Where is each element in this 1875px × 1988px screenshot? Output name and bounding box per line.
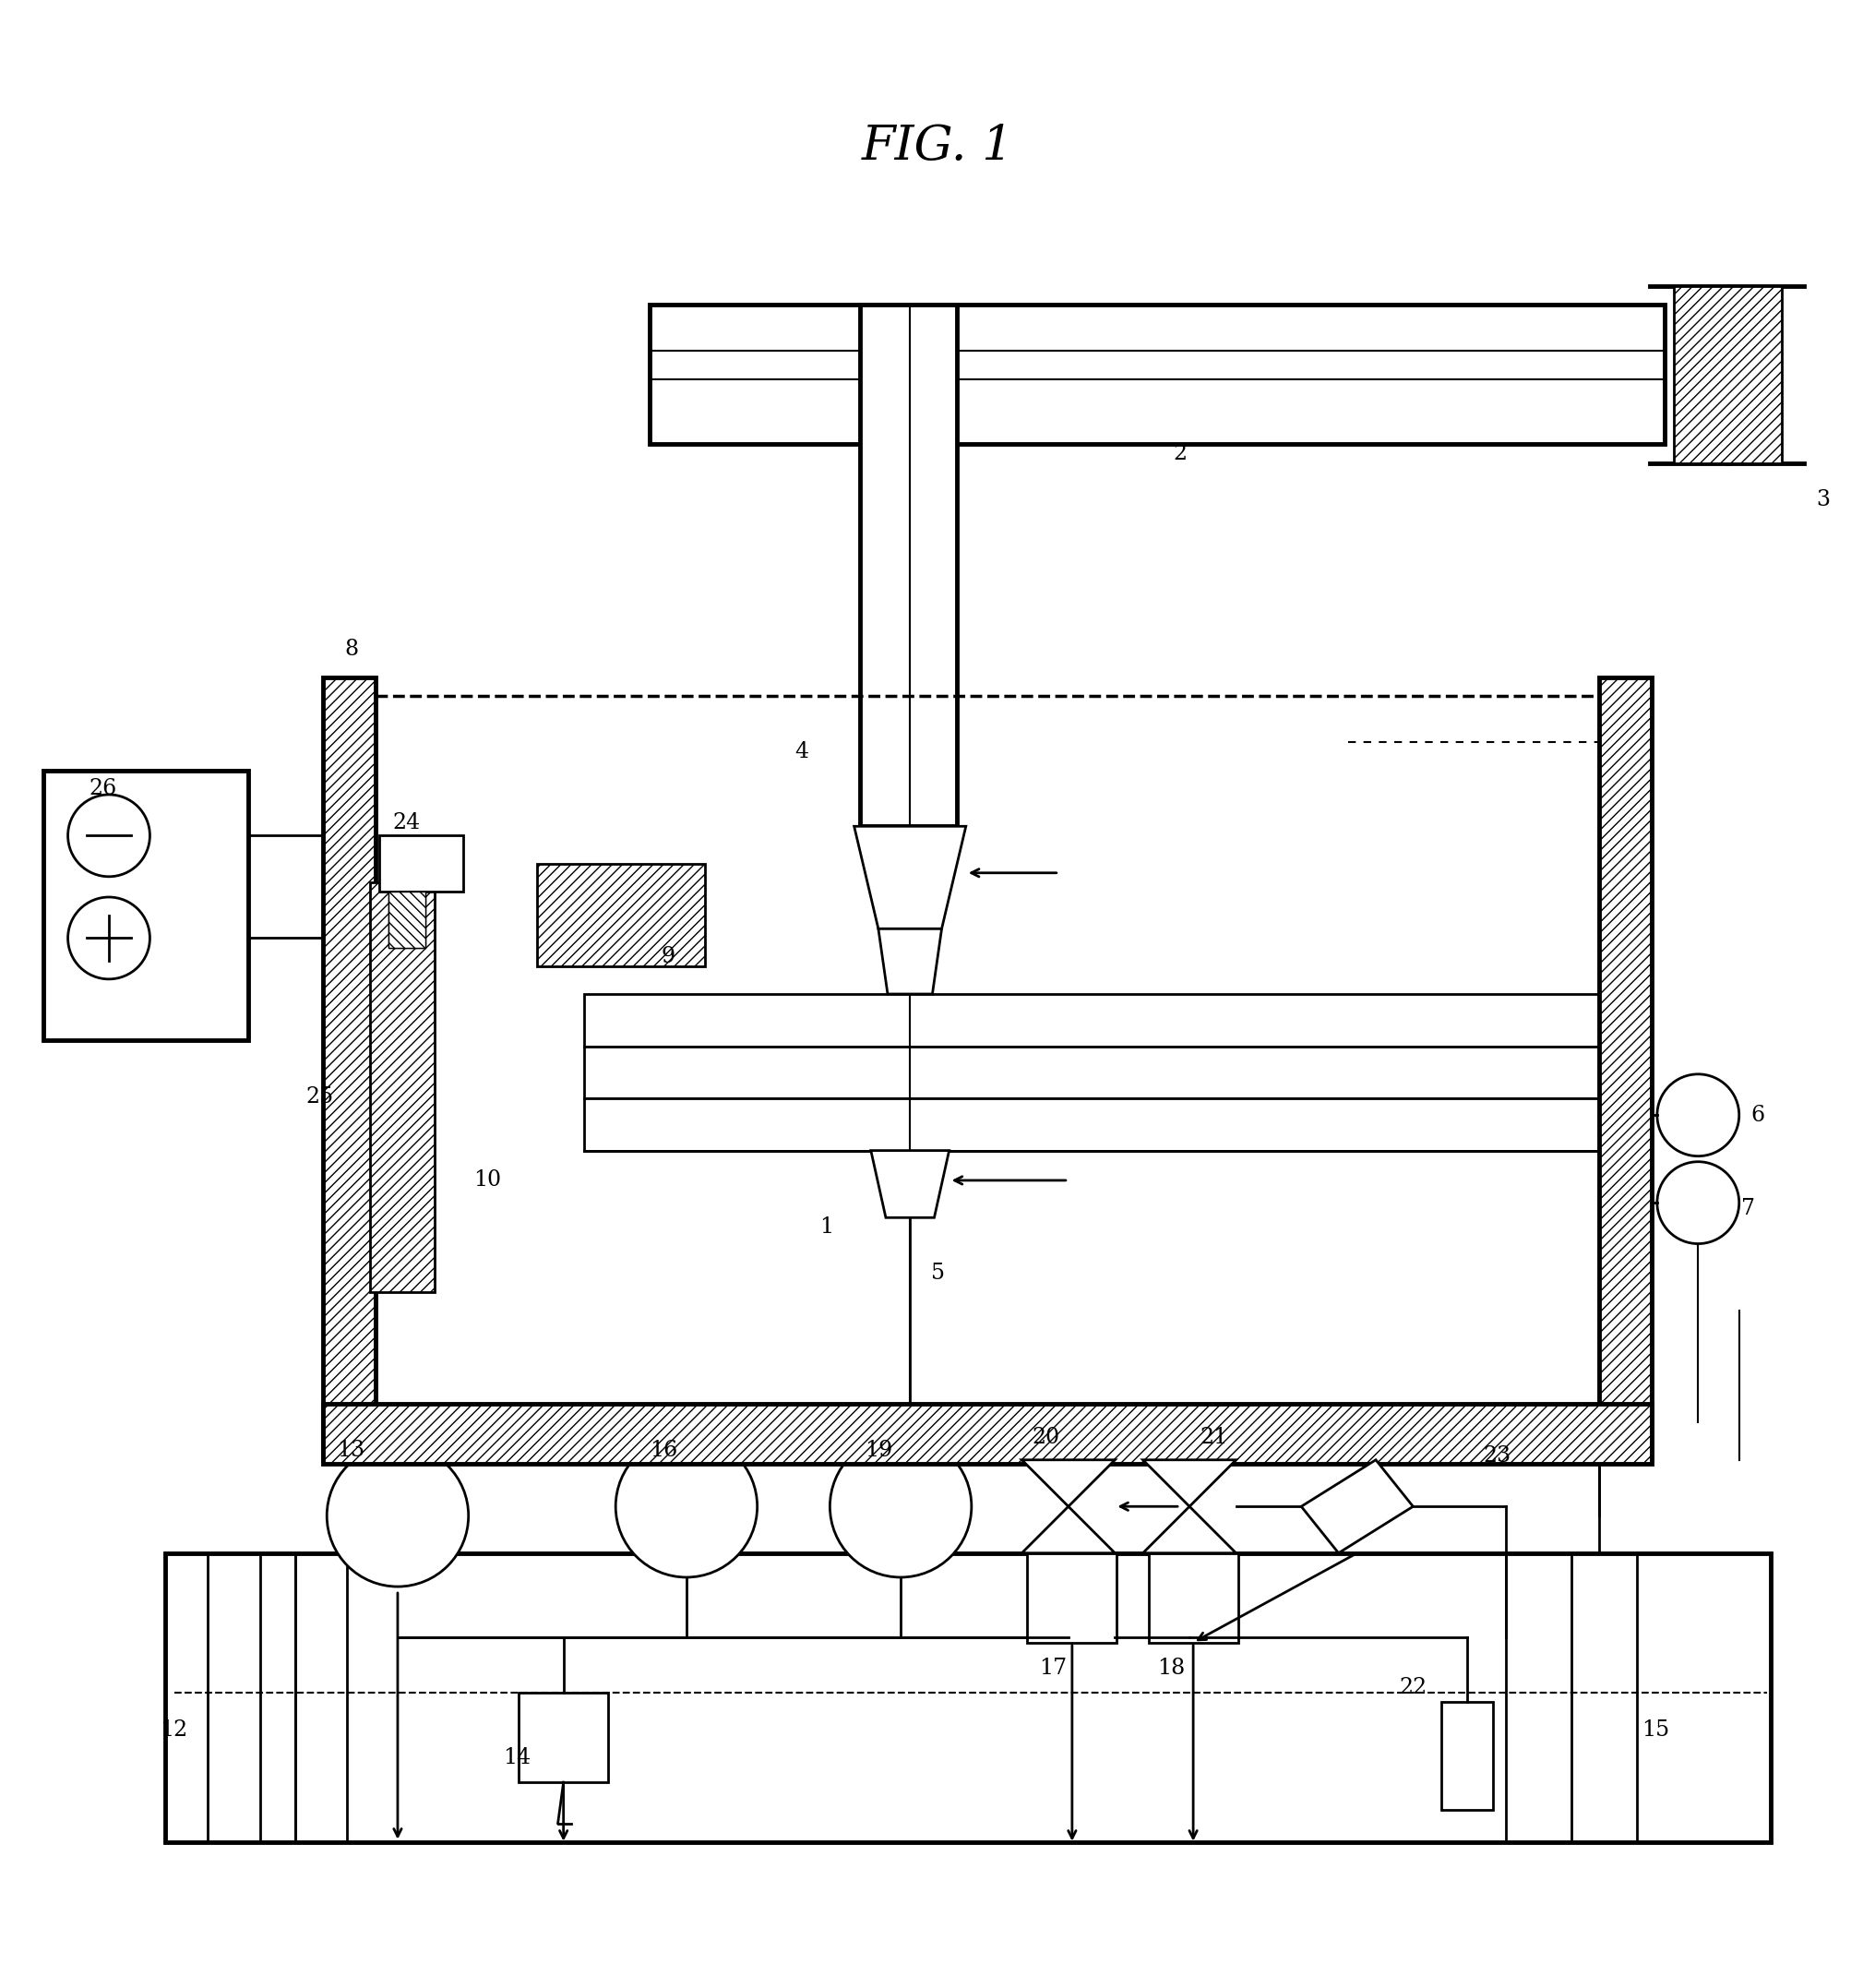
Bar: [322, 678, 375, 1459]
Bar: [388, 891, 426, 948]
Bar: [165, 1553, 1770, 1843]
Bar: [583, 1046, 1599, 1097]
Text: 6: 6: [1749, 1105, 1764, 1125]
Polygon shape: [1301, 1459, 1412, 1553]
Circle shape: [326, 1445, 469, 1586]
Circle shape: [1656, 1074, 1738, 1157]
Text: 17: 17: [1039, 1658, 1067, 1680]
Circle shape: [68, 795, 150, 877]
Bar: [369, 883, 435, 1292]
Text: 24: 24: [394, 811, 420, 833]
Text: 20: 20: [1031, 1427, 1059, 1447]
Text: 10: 10: [472, 1169, 501, 1191]
Bar: [379, 835, 463, 891]
Circle shape: [829, 1435, 971, 1576]
Circle shape: [68, 897, 150, 980]
Text: 14: 14: [503, 1747, 531, 1769]
Text: 13: 13: [338, 1439, 366, 1461]
Text: 12: 12: [159, 1720, 188, 1741]
Bar: [1148, 1553, 1238, 1642]
Bar: [208, 1553, 259, 1843]
Text: 8: 8: [343, 638, 358, 660]
Bar: [519, 1694, 608, 1783]
Bar: [859, 304, 956, 827]
Text: 15: 15: [1641, 1720, 1669, 1741]
Text: 5: 5: [930, 1262, 945, 1284]
Text: 18: 18: [1157, 1658, 1185, 1680]
Bar: [1599, 678, 1650, 1459]
Bar: [294, 1553, 347, 1843]
Polygon shape: [1142, 1459, 1236, 1507]
Text: 25: 25: [306, 1085, 334, 1107]
Polygon shape: [878, 928, 941, 994]
Text: 22: 22: [1399, 1676, 1427, 1698]
Polygon shape: [1022, 1507, 1114, 1553]
Text: 1: 1: [819, 1217, 833, 1239]
Polygon shape: [853, 827, 966, 928]
Text: 21: 21: [1200, 1427, 1226, 1447]
Bar: [322, 1404, 1650, 1463]
Text: 7: 7: [1740, 1197, 1755, 1219]
Polygon shape: [1022, 1459, 1114, 1507]
Text: 9: 9: [660, 946, 675, 968]
Bar: [1571, 1553, 1635, 1843]
Text: 26: 26: [90, 779, 118, 799]
Bar: [583, 994, 1599, 1046]
Circle shape: [1656, 1161, 1738, 1244]
Text: 4: 4: [795, 742, 808, 761]
Text: FIG. 1: FIG. 1: [861, 123, 1014, 169]
Polygon shape: [388, 891, 426, 948]
Text: 3: 3: [1815, 489, 1828, 511]
Text: 16: 16: [651, 1439, 677, 1461]
Bar: [1440, 1702, 1492, 1811]
Bar: [583, 1097, 1599, 1151]
Circle shape: [615, 1435, 758, 1576]
Polygon shape: [1142, 1507, 1236, 1553]
Text: 2: 2: [1172, 443, 1187, 463]
Bar: [649, 304, 1663, 443]
Text: 23: 23: [1483, 1445, 1509, 1467]
Polygon shape: [870, 1151, 949, 1217]
Bar: [43, 771, 249, 1040]
Bar: [536, 863, 705, 966]
Bar: [1673, 286, 1781, 463]
Text: 19: 19: [864, 1439, 892, 1461]
Bar: [1028, 1553, 1116, 1642]
